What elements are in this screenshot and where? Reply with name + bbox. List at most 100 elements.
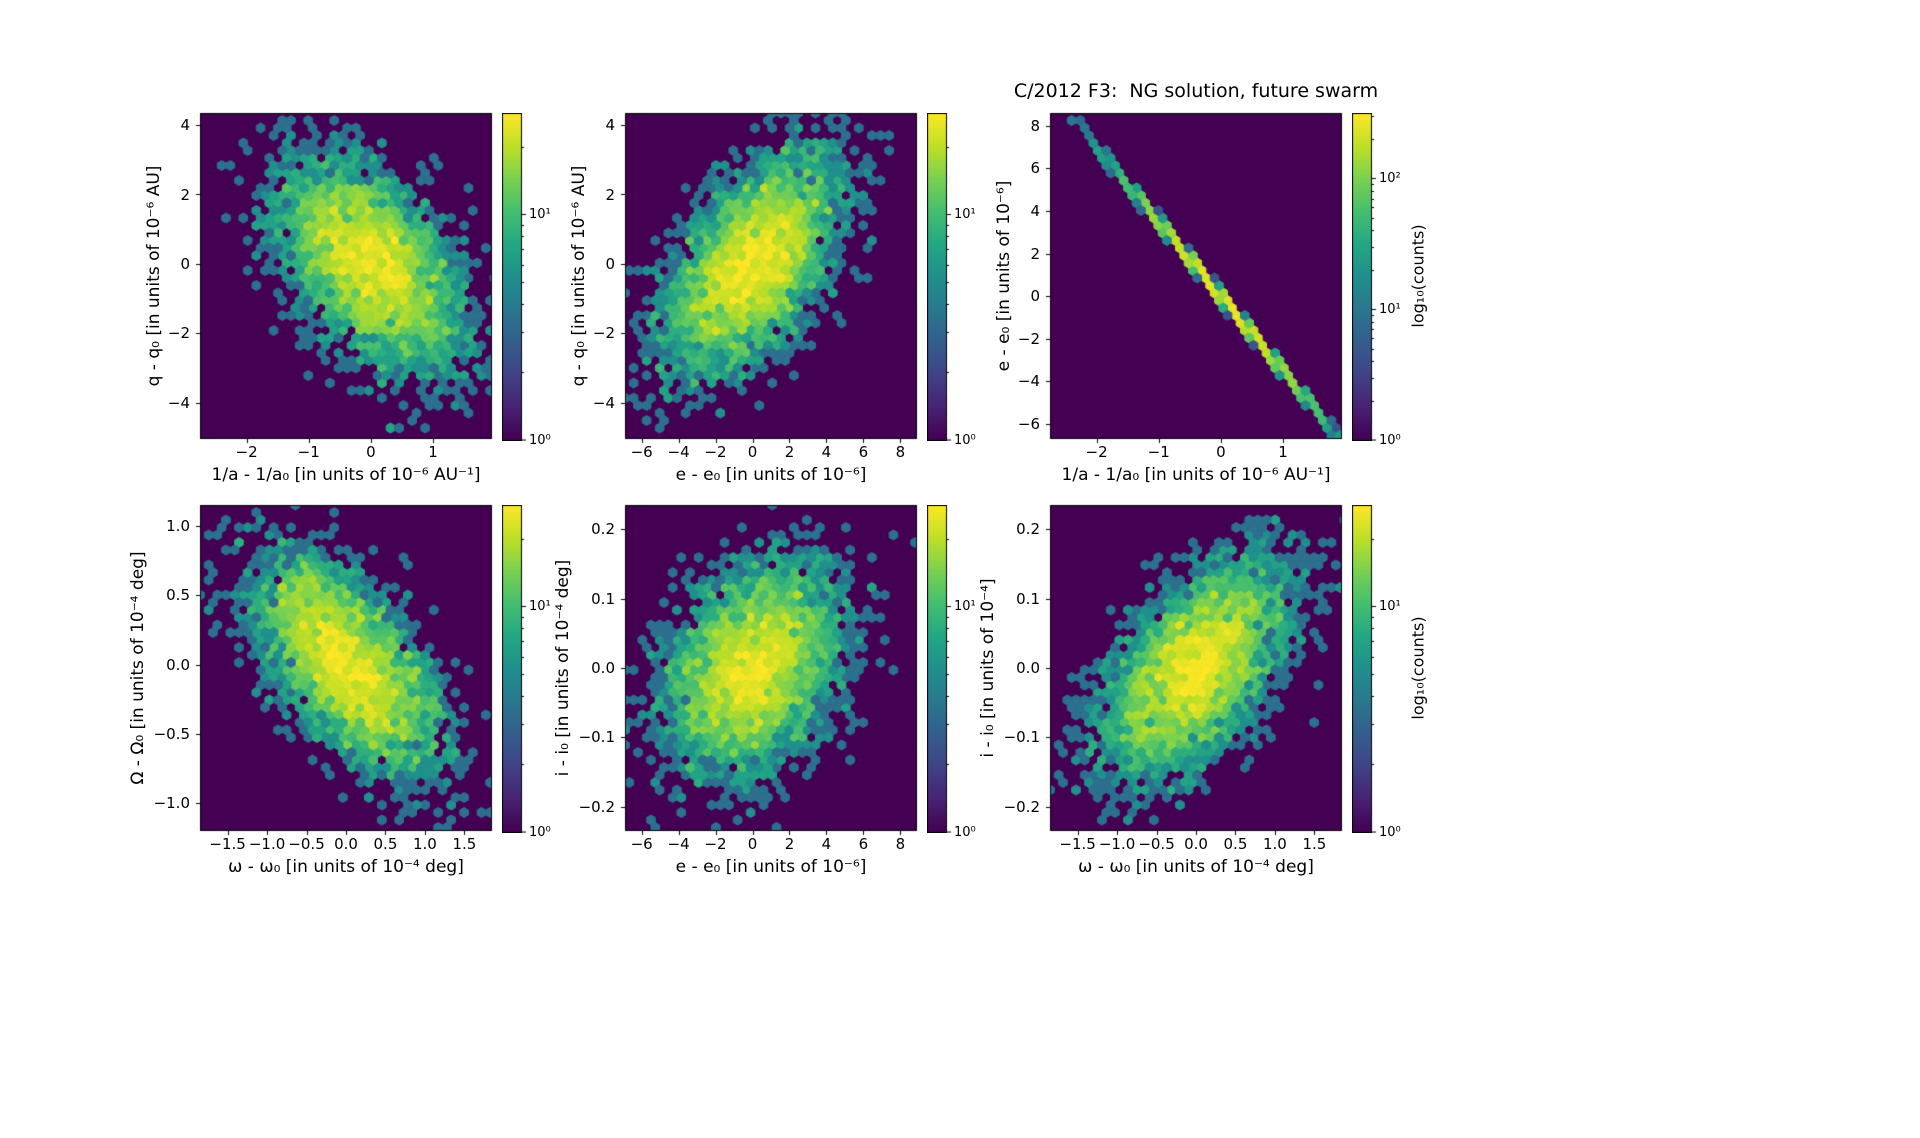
y-axis-label: Ω - Ω₀ [in units of 10⁻⁴ deg]	[128, 551, 148, 785]
y-tick-label: 2	[180, 185, 190, 204]
x-tick-label: 1.0	[1262, 835, 1287, 853]
x-tick-label: 4	[821, 835, 832, 853]
colorbar	[927, 505, 953, 833]
y-tick-label: 0.0	[1016, 659, 1040, 677]
colorbar-label: log₁₀(counts)	[1408, 616, 1428, 720]
x-axis-label: 1/a - 1/a₀ [in units of 10⁻⁶ AU⁻¹]	[211, 465, 481, 485]
x-tick-label: −0.5	[288, 835, 325, 853]
x-tick-label: 0	[747, 835, 758, 853]
y-tick-label: 8	[1030, 116, 1040, 135]
x-tick-label: −2	[235, 443, 258, 461]
x-tick-label: 0.5	[1223, 835, 1248, 853]
y-tick-label: −1.0	[153, 794, 190, 813]
y-axis-label: q - q₀ [in units of 10⁻⁶ AU]	[144, 165, 164, 387]
x-tick-label: 8	[895, 443, 906, 461]
plot-title: C/2012 F3: NG solution, future swarm	[1013, 80, 1379, 102]
panel-i-vs-omega: −1.5 −1.0 −0.5 0.0 0.5 1.0 1.5 −0.2 −0.1 0.0 0.1 0…	[978, 495, 1428, 877]
x-tick-label: 0.5	[373, 835, 398, 853]
y-tick-label: 0	[180, 254, 190, 273]
x-tick-label: 1	[1278, 443, 1288, 461]
x-tick-label: 1	[428, 443, 438, 461]
colorbar	[1352, 505, 1378, 833]
y-axis-label: i - i₀ [in units of 10⁻⁴]	[978, 578, 998, 758]
panel-bigomega-vs-omega: −1.5 −1.0 −0.5 0.0 0.5 1.0 1.5 −1.0 −0.5 0.0 0.5 1…	[128, 495, 551, 877]
x-tick-label: −4	[667, 835, 690, 853]
hexbin-plot	[1040, 103, 1352, 449]
colorbar	[502, 113, 528, 441]
panel-q-vs-e: −6 −4 −2 0 2 4 6 8 −4 −2 0 2 4 10⁰ 10¹ e - e₀ [in un…	[569, 103, 976, 485]
x-tick-label: −1	[1147, 443, 1170, 461]
y-tick-label: −4	[592, 393, 615, 412]
y-tick-label: 0.0	[166, 655, 190, 674]
x-tick-label: 0.0	[334, 835, 358, 853]
y-tick-label: 0.2	[1016, 520, 1040, 539]
y-axis-label: q - q₀ [in units of 10⁻⁶ AU]	[569, 165, 589, 387]
x-tick-label: 0.0	[1184, 835, 1208, 853]
x-axis-label: e - e₀ [in units of 10⁻⁶]	[675, 857, 867, 877]
colorbar-tick-label: 10⁰	[954, 825, 976, 840]
colorbar-tick-label: 10¹	[954, 207, 976, 223]
x-tick-label: −1.0	[1098, 835, 1136, 853]
y-tick-label: 0.1	[591, 589, 615, 608]
x-tick-label: 1.5	[1302, 835, 1327, 853]
y-tick-label: 4	[605, 116, 615, 135]
x-tick-label: 1.0	[412, 835, 437, 853]
x-tick-label: 6	[858, 443, 869, 461]
y-tick-label: 4	[1030, 202, 1040, 220]
x-tick-label: −6	[630, 835, 653, 853]
x-tick-label: 2	[784, 835, 795, 853]
colorbar-tick-label: 10²	[1379, 171, 1401, 187]
y-tick-label: −6	[1017, 415, 1040, 434]
x-tick-label: 6	[858, 835, 869, 853]
y-tick-label: 2	[1030, 244, 1040, 263]
colorbar-tick-label: 10¹	[529, 207, 551, 223]
y-tick-label: 0.2	[591, 520, 615, 539]
y-tick-label: −2	[592, 324, 615, 343]
y-tick-label: −0.1	[1003, 728, 1040, 747]
colorbar-tick-label: 10⁰	[1379, 433, 1401, 448]
hexbin-plot	[615, 103, 927, 449]
y-tick-label: −0.5	[153, 724, 190, 743]
y-tick-label: 4	[180, 116, 190, 135]
x-tick-label: −2	[704, 835, 727, 853]
y-tick-label: −2	[1017, 329, 1040, 348]
y-tick-label: 6	[1030, 159, 1040, 178]
y-axis-label: e - e₀ [in units of 10⁻⁶]	[994, 180, 1014, 372]
y-tick-label: −0.2	[1003, 797, 1040, 816]
colorbar	[1352, 113, 1378, 441]
y-tick-label: 0.0	[591, 659, 615, 677]
x-tick-label: −1	[297, 443, 320, 461]
colorbar-tick-label: 10¹	[1379, 302, 1401, 318]
x-tick-label: 0	[747, 443, 758, 461]
colorbar	[927, 113, 953, 441]
y-tick-label: −4	[167, 393, 190, 412]
y-tick-label: −0.2	[578, 797, 615, 816]
y-tick-label: 0.1	[1016, 589, 1040, 608]
y-axis-label: i - i₀ [in units of 10⁻⁴ deg]	[553, 559, 573, 777]
x-tick-label: −2	[1085, 443, 1108, 461]
colorbar-tick-label: 10¹	[954, 599, 976, 615]
colorbar-tick-label: 10⁰	[529, 825, 551, 840]
y-tick-label: 0	[605, 254, 615, 273]
y-tick-label: −4	[1017, 372, 1040, 391]
hexbin-plot	[190, 495, 502, 841]
x-axis-label: ω - ω₀ [in units of 10⁻⁴ deg]	[228, 857, 464, 877]
panel-q-vs-recip-a: −2 −1 0 1 −4 −2 0 2 4 10⁰ 10¹ 1/a - 1/a₀ [in uni…	[144, 103, 551, 485]
y-tick-label: 2	[605, 185, 615, 204]
colorbar	[502, 505, 528, 833]
x-tick-label: −2	[704, 443, 727, 461]
colorbar-tick-label: 10¹	[1379, 599, 1401, 615]
colorbar-tick-label: 10⁰	[529, 433, 551, 448]
y-tick-label: 1.0	[166, 516, 190, 535]
panel-i-vs-e: −6 −4 −2 0 2 4 6 8 −0.2 −0.1 0.0 0.1 0.2 10⁰ 10¹ e -…	[553, 495, 976, 877]
x-tick-label: −1.5	[209, 835, 246, 853]
x-axis-label: ω - ω₀ [in units of 10⁻⁴ deg]	[1078, 857, 1314, 877]
x-tick-label: −1.5	[1059, 835, 1096, 853]
hexbin-plot	[190, 103, 502, 449]
colorbar-tick-label: 10⁰	[1379, 825, 1401, 840]
x-axis-label: e - e₀ [in units of 10⁻⁶]	[675, 465, 867, 485]
panel-e-vs-recip-a: C/2012 F3: NG solution, future swarm −2 −…	[994, 80, 1428, 485]
x-tick-label: 8	[895, 835, 906, 853]
hexbin-plot	[615, 495, 927, 841]
